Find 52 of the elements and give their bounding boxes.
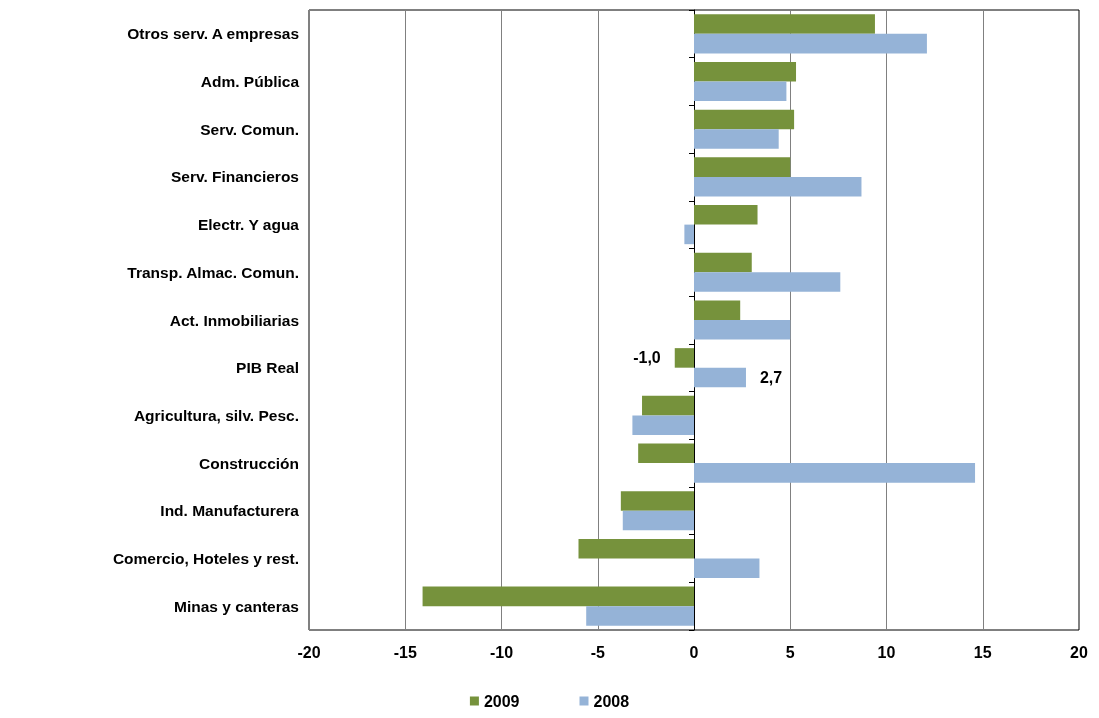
bar <box>694 61 797 82</box>
bar <box>694 157 791 177</box>
x-tick-label: 0 <box>689 643 699 661</box>
x-tick-label: -10 <box>489 643 514 661</box>
data-label: -1,0 <box>633 349 661 367</box>
bar <box>622 510 694 531</box>
x-tick-label: -20 <box>297 643 321 661</box>
y-tick-label: Act. Inmobiliarias <box>169 311 299 329</box>
bar <box>694 81 787 102</box>
data-label: 2,7 <box>759 368 783 386</box>
bar <box>586 606 694 626</box>
y-tick-label: Transp. Almac. Comun. <box>127 263 299 281</box>
y-tick-label: Ind. Manufacturera <box>160 502 300 520</box>
x-tick-label: -15 <box>393 643 417 661</box>
bar <box>694 252 752 273</box>
bar <box>694 558 760 579</box>
y-tick-label: Minas y canteras <box>174 597 299 615</box>
bar <box>694 109 795 130</box>
y-tick-label: Electr. Y agua <box>197 216 300 234</box>
bar <box>638 443 694 464</box>
bar <box>694 320 791 340</box>
bar <box>694 463 976 483</box>
legend-label: 2008 <box>593 692 630 710</box>
bar <box>694 33 927 54</box>
y-tick-label: Adm. Pública <box>200 73 300 91</box>
bar <box>694 176 862 197</box>
bar <box>642 395 694 416</box>
bar <box>620 491 694 511</box>
y-tick-label: Serv. Comun. <box>200 120 299 138</box>
bar <box>632 415 694 435</box>
x-tick-label: 5 <box>785 643 795 661</box>
bar <box>674 348 694 368</box>
x-tick-label: 15 <box>973 643 992 661</box>
y-tick-label: Comercio, Hoteles y rest. <box>112 549 299 567</box>
bar <box>578 538 694 559</box>
y-tick-label: Otros serv. A empresas <box>127 25 299 43</box>
bar <box>684 224 694 245</box>
y-tick-label: Construcción <box>199 454 299 472</box>
bar <box>694 272 841 292</box>
bar <box>694 300 741 320</box>
bar <box>422 586 694 607</box>
bar <box>694 129 779 149</box>
x-tick-label: 10 <box>877 643 896 661</box>
x-tick-label: 20 <box>1070 643 1088 661</box>
y-tick-label: Serv. Financieros <box>170 168 299 186</box>
bar <box>694 205 758 225</box>
bar <box>694 14 875 34</box>
x-tick-label: -5 <box>590 643 605 661</box>
y-tick-label: Agricultura, silv. Pesc. <box>133 406 299 424</box>
bar <box>694 367 746 388</box>
y-tick-label: PIB Real <box>236 359 299 377</box>
legend-label: 2009 <box>483 692 520 710</box>
